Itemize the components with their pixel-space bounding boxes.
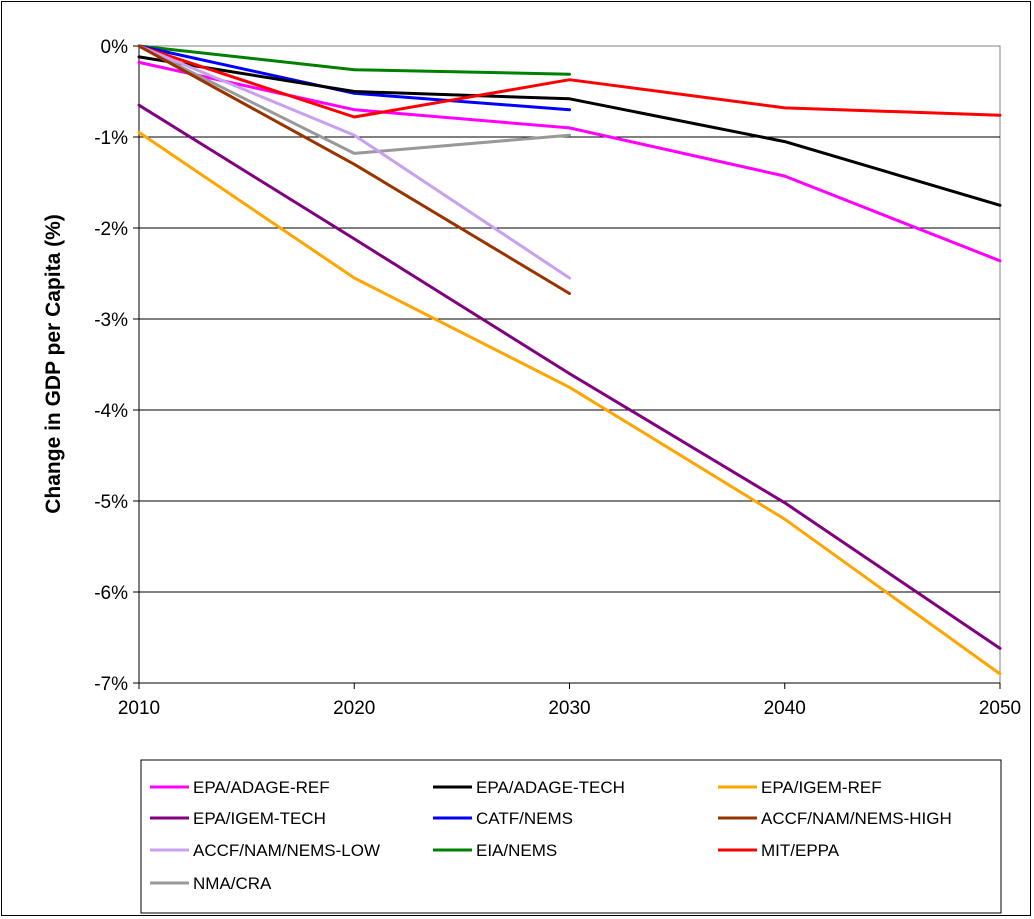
- x-tick-label: 2020: [333, 698, 375, 719]
- y-tick-label: -4%: [94, 401, 128, 422]
- legend-label: EIA/NEMS: [476, 841, 557, 860]
- y-tick-label: -2%: [94, 219, 128, 240]
- legend-label: ACCF/NAM/NEMS-LOW: [193, 841, 380, 860]
- series-line-epa-igem-tech: [137, 103, 1002, 650]
- legend-label: EPA/ADAGE-REF: [193, 778, 330, 797]
- legend-label: EPA/ADAGE-TECH: [476, 778, 625, 797]
- y-tick-label: -6%: [94, 583, 128, 604]
- y-tick-label: -1%: [94, 128, 128, 149]
- legend-box: [140, 759, 1002, 914]
- series-line-epa-igem-ref: [137, 130, 1002, 676]
- plot-area: [138, 45, 1001, 684]
- x-tick-label: 2040: [764, 698, 806, 719]
- x-tick-label: 2030: [548, 698, 590, 719]
- legend-label: EPA/IGEM-TECH: [193, 809, 326, 828]
- y-tick-label: -7%: [94, 674, 128, 695]
- y-axis-label: Change in GDP per Capita (%): [42, 214, 65, 514]
- series-line-nma-cra: [137, 44, 571, 155]
- legend: EPA/ADAGE-REF EPA/ADAGE-TECH EPA/IGEM-REF E…: [150, 778, 952, 893]
- legend-label: ACCF/NAM/NEMS-HIGH: [761, 809, 952, 828]
- y-axis-ticks: 0% -1% -2% -3% -4% -5% -6% -7%: [94, 37, 139, 695]
- y-tick-label: 0%: [101, 37, 129, 58]
- y-tick-label: -3%: [94, 310, 128, 331]
- series-line-epa-adage-tech: [137, 55, 1002, 207]
- series-line-accf-nam-nems-low: [137, 44, 571, 280]
- series-lines: [137, 44, 1002, 676]
- x-tick-label: 2050: [979, 698, 1021, 719]
- series-line-catf-nems: [137, 44, 571, 112]
- y-tick-label: -5%: [94, 492, 128, 513]
- series-line-accf-nam-nems-high: [137, 44, 571, 295]
- x-axis-ticks: 2010 2020 2030 2040 2050: [118, 683, 1021, 719]
- legend-label: CATF/NEMS: [476, 809, 573, 828]
- legend-label: MIT/EPPA: [761, 841, 840, 860]
- legend-label: NMA/CRA: [193, 874, 272, 893]
- x-tick-label: 2010: [118, 698, 160, 719]
- legend-label: EPA/IGEM-REF: [761, 778, 882, 797]
- series-line-eia-nems: [137, 44, 571, 76]
- series-line-mit-eppa: [137, 44, 1002, 119]
